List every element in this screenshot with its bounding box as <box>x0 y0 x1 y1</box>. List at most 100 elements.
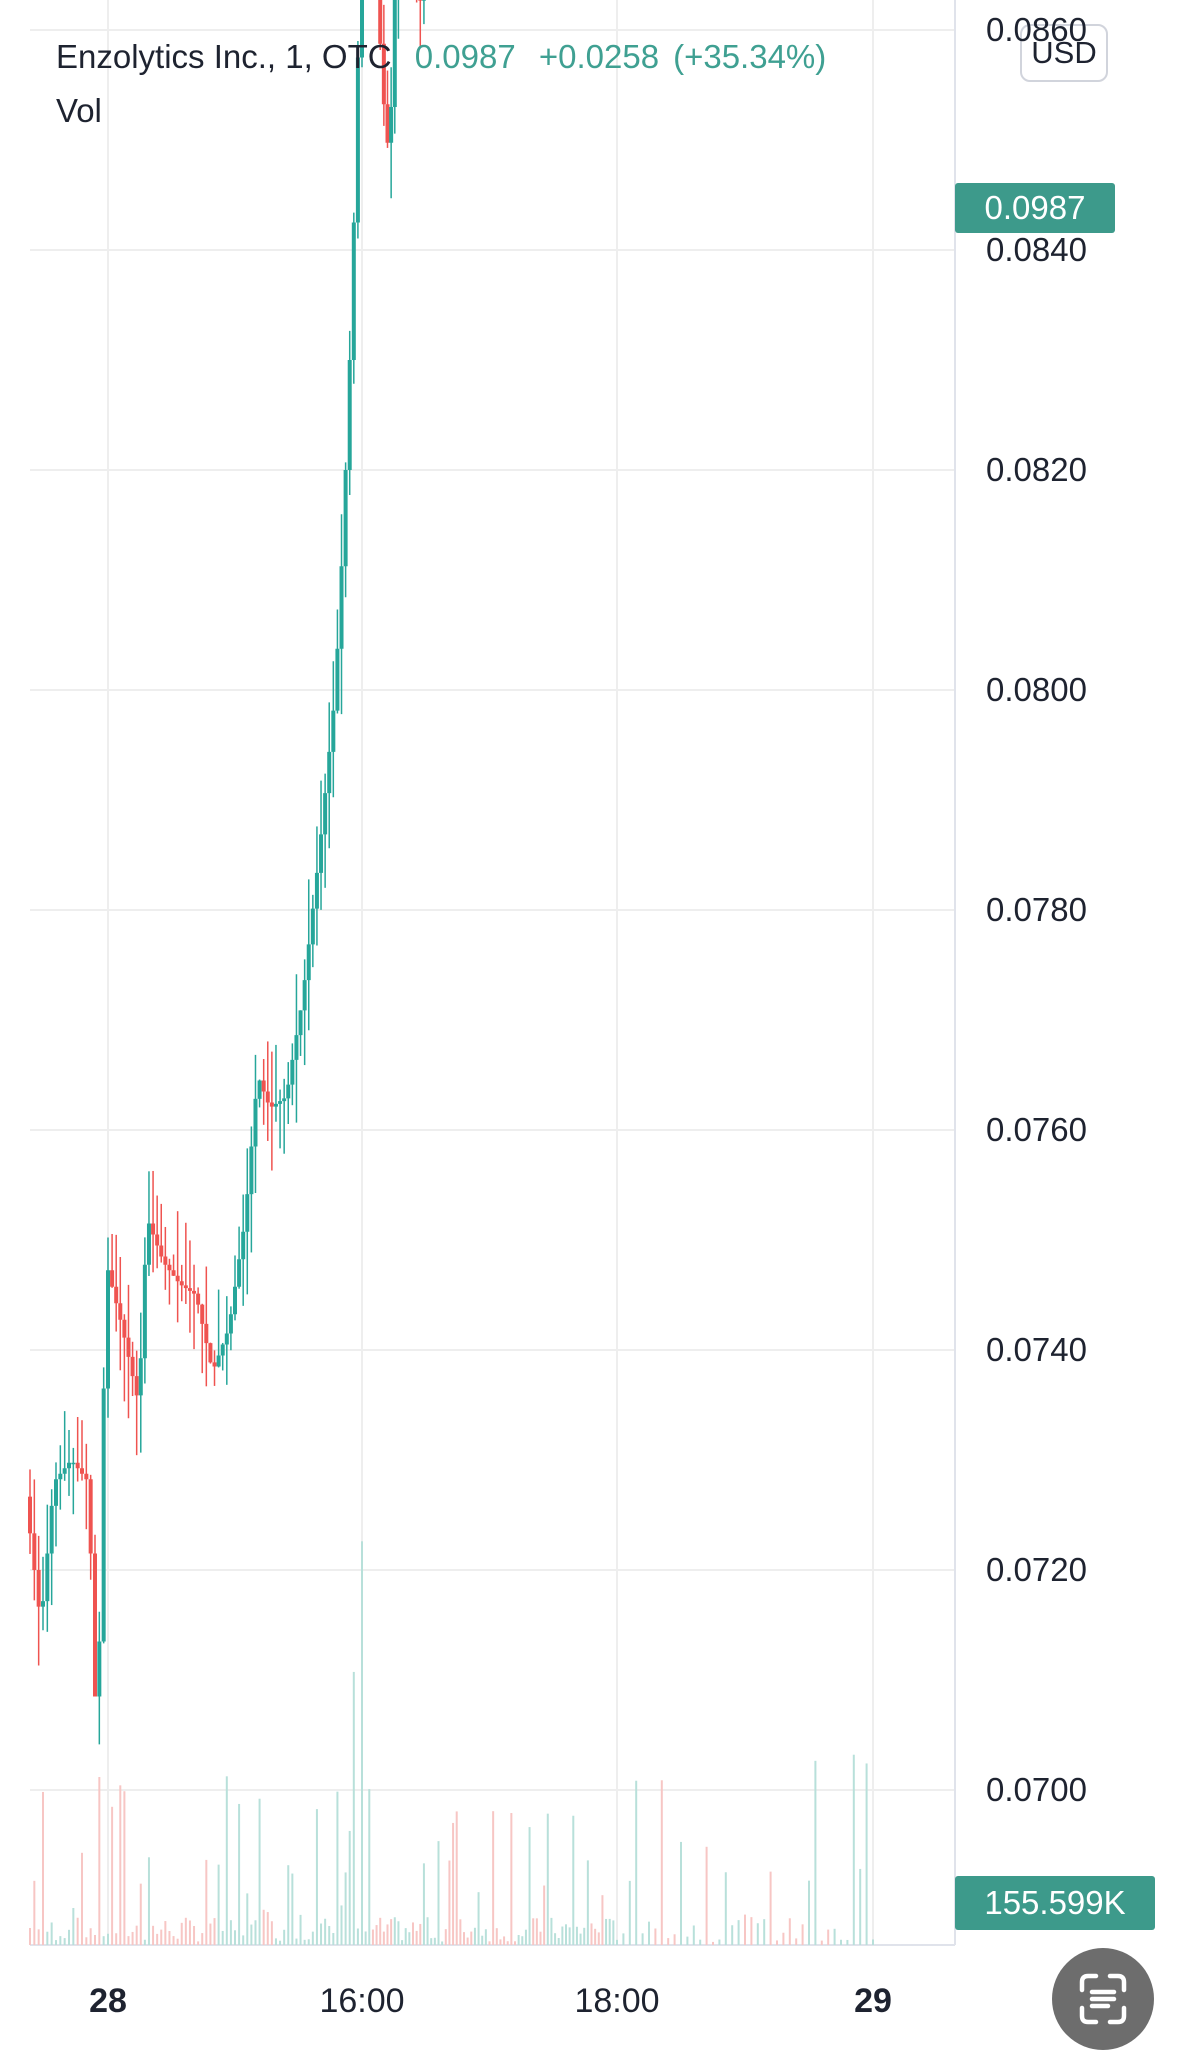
volume-bar <box>315 1809 318 1945</box>
volume-bar <box>234 1930 236 1945</box>
volume-bar <box>324 1918 327 1945</box>
volume-bar <box>94 1934 96 1945</box>
volume-bar <box>37 1929 40 1945</box>
volume-bar <box>107 1933 109 1945</box>
volume-bar <box>115 1933 118 1945</box>
volume-bar <box>488 1941 491 1945</box>
currency-button[interactable]: USD <box>1020 24 1108 82</box>
volume-bar <box>561 1926 564 1945</box>
last-price-value: 0.0987 <box>414 38 516 75</box>
chart-legend: Enzolytics Inc., 1, OTC 0.0987 +0.0258 (+… <box>56 38 840 76</box>
volume-bar <box>59 1936 62 1945</box>
candle-body <box>62 1468 67 1474</box>
volume-bar <box>430 1938 433 1945</box>
volume-bar <box>437 1841 440 1945</box>
volume-bar <box>419 1923 422 1945</box>
y-tick-label: 0.0740 <box>986 1331 1087 1368</box>
volume-bar <box>594 1928 597 1945</box>
volume-bar <box>371 1929 374 1945</box>
candle-body <box>335 648 340 711</box>
candle-body <box>97 1641 102 1697</box>
volume-bar <box>452 1822 455 1945</box>
volume-tag: 155.599K <box>955 1876 1155 1930</box>
volume-bar <box>718 1939 721 1945</box>
volume-bar <box>510 1813 513 1945</box>
candle-body <box>196 1293 201 1305</box>
text-scan-button[interactable] <box>1052 1948 1154 2050</box>
volume-bar <box>473 1927 476 1945</box>
volume-bar <box>311 1931 314 1945</box>
candle-body <box>355 57 360 223</box>
candle-body <box>175 1275 180 1282</box>
volume-bar <box>368 1789 371 1945</box>
candle-body <box>49 1505 54 1554</box>
volume-bar <box>85 1937 88 1945</box>
volume-bar <box>242 1935 245 1945</box>
candle-body <box>93 1553 97 1697</box>
volume-bar <box>827 1929 830 1945</box>
candle-body <box>151 1223 156 1235</box>
volume-bar <box>550 1917 553 1945</box>
volume-bar <box>188 1920 191 1945</box>
volume-bar <box>744 1914 746 1945</box>
volume-bar <box>364 1931 367 1945</box>
volume-bar <box>660 1780 663 1945</box>
volume-bar <box>568 1927 571 1945</box>
candle-body <box>171 1270 176 1276</box>
volume-bar <box>291 1873 294 1945</box>
volume-bar <box>401 1940 404 1945</box>
volume-bar <box>724 1872 727 1945</box>
price-change-percent: (+35.34%) <box>673 38 827 75</box>
text-scan-icon <box>1079 1973 1127 2025</box>
volume-bar <box>686 1936 689 1945</box>
candle-body <box>146 1223 151 1265</box>
candle-body <box>224 1333 229 1345</box>
volume-bar <box>193 1925 196 1945</box>
candle-body <box>106 1270 110 1389</box>
candle-body <box>253 1098 258 1147</box>
volume-bar <box>852 1754 855 1945</box>
x-tick-label: 16:00 <box>319 1982 405 2020</box>
volume-bar <box>386 1924 389 1945</box>
candle-body <box>32 1533 37 1570</box>
candle-body <box>155 1234 160 1246</box>
volume-bar <box>279 1940 282 1945</box>
volume-bar <box>477 1892 480 1945</box>
candle-body <box>159 1245 164 1257</box>
candle-body <box>67 1462 71 1469</box>
candle-body <box>269 1102 274 1107</box>
volume-bar <box>225 1776 228 1945</box>
volume-bar <box>692 1925 695 1945</box>
candle-body <box>114 1286 119 1304</box>
volume-bar <box>441 1941 444 1945</box>
volume-bar <box>705 1846 708 1945</box>
volume-bar <box>466 1937 469 1945</box>
symbol-title: Enzolytics Inc., 1, OTC <box>56 38 392 75</box>
volume-bar <box>143 1939 146 1945</box>
candle-body <box>80 1468 84 1474</box>
volume-bar <box>481 1935 484 1945</box>
volume-bar <box>514 1941 516 1945</box>
volume-bar <box>635 1780 638 1945</box>
volume-bar <box>172 1936 175 1945</box>
volume-bar <box>731 1925 734 1945</box>
volume-bar <box>788 1918 791 1945</box>
volume-bar <box>209 1923 212 1945</box>
volume-bar <box>455 1811 458 1945</box>
volume-bar <box>336 1791 339 1945</box>
volume-bar <box>586 1860 589 1945</box>
volume-bar <box>506 1941 509 1945</box>
volume-bar <box>554 1933 557 1945</box>
candle-body <box>245 1194 250 1232</box>
volume-bar <box>274 1938 277 1945</box>
candle-body <box>378 0 383 44</box>
volume-label: Vol <box>56 92 102 129</box>
y-tick-label: 0.0860 <box>986 11 1087 48</box>
candle-body <box>204 1323 209 1344</box>
candle-body <box>179 1281 184 1286</box>
candle-body <box>212 1362 217 1367</box>
volume-bar <box>33 1880 36 1945</box>
candle-body <box>54 1479 58 1506</box>
volume-bar <box>379 1917 382 1945</box>
